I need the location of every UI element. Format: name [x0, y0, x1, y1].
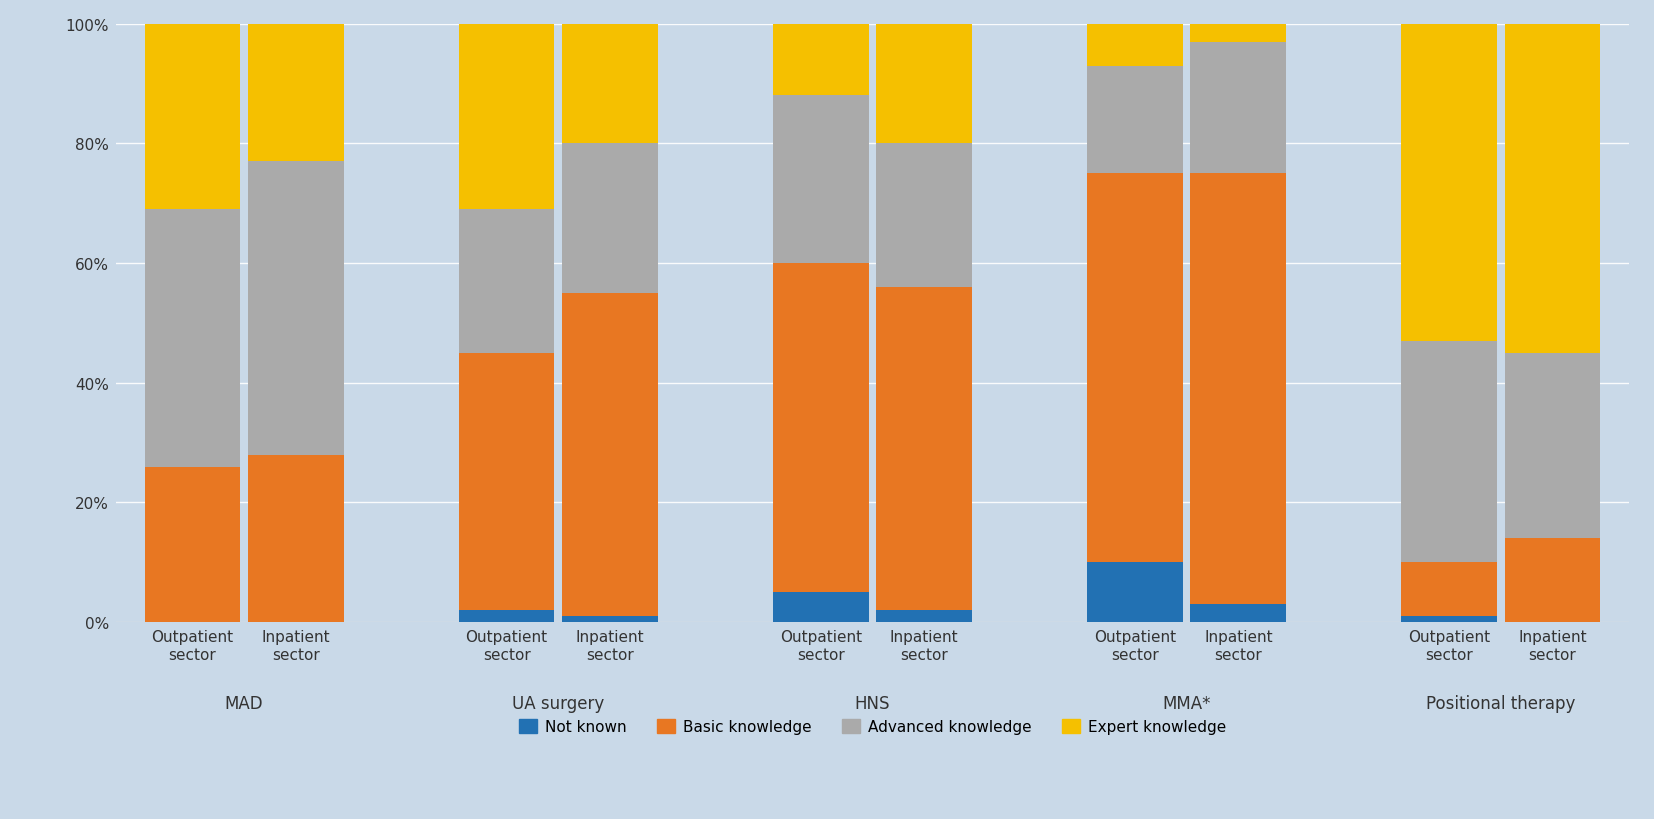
Bar — [877, 144, 973, 287]
Bar — [144, 467, 240, 622]
Bar — [1505, 354, 1601, 539]
Bar — [772, 25, 868, 97]
Bar — [772, 264, 868, 593]
Bar — [772, 593, 868, 622]
Bar — [248, 162, 344, 455]
Bar — [1401, 25, 1497, 342]
Bar — [1191, 604, 1287, 622]
Bar — [877, 25, 973, 144]
Legend: Not known, Basic knowledge, Advanced knowledge, Expert knowledge: Not known, Basic knowledge, Advanced kno… — [513, 713, 1232, 740]
Bar — [562, 294, 658, 617]
Bar — [248, 25, 344, 162]
Text: HNS: HNS — [855, 695, 890, 713]
Bar — [144, 25, 240, 210]
Bar — [562, 144, 658, 293]
Bar — [1505, 539, 1601, 622]
Bar — [458, 610, 554, 622]
Text: MAD: MAD — [225, 695, 263, 713]
Text: UA surgery: UA surgery — [513, 695, 604, 713]
Text: Positional therapy: Positional therapy — [1426, 695, 1576, 713]
Bar — [1087, 563, 1183, 622]
Bar — [458, 25, 554, 210]
Text: MMA*: MMA* — [1163, 695, 1211, 713]
Bar — [1087, 66, 1183, 174]
Bar — [1087, 174, 1183, 563]
Bar — [1191, 174, 1287, 604]
Bar — [1191, 25, 1287, 43]
Bar — [1401, 563, 1497, 617]
Bar — [144, 210, 240, 467]
Bar — [1191, 43, 1287, 174]
Bar — [1401, 342, 1497, 563]
Bar — [1401, 617, 1497, 622]
Bar — [877, 610, 973, 622]
Bar — [458, 210, 554, 354]
Bar — [248, 455, 344, 622]
Bar — [562, 617, 658, 622]
Bar — [1505, 25, 1601, 354]
Bar — [877, 287, 973, 610]
Bar — [458, 354, 554, 610]
Bar — [1087, 25, 1183, 66]
Bar — [772, 97, 868, 264]
Bar — [562, 25, 658, 144]
